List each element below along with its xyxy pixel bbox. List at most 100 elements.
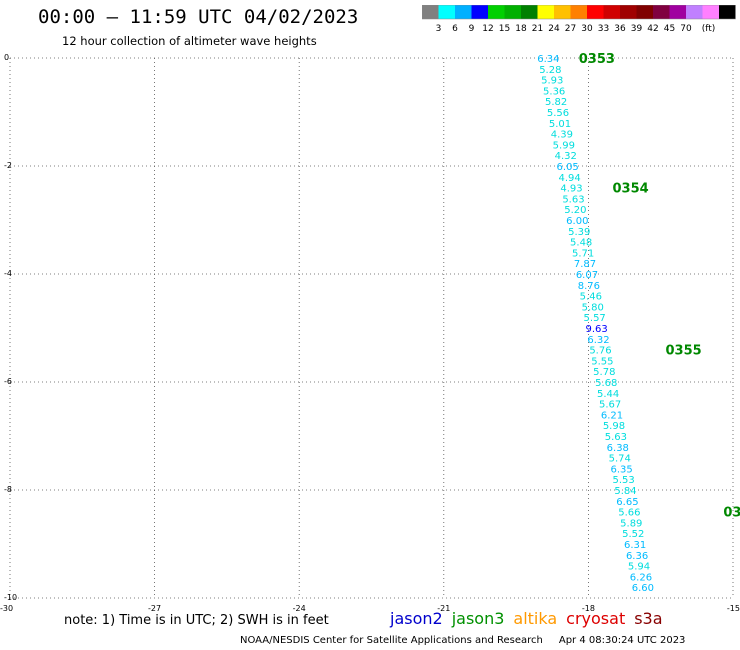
time-labels: 0353 0354 0355 035 bbox=[579, 52, 740, 521]
swh-value-label: 5.56 bbox=[547, 108, 569, 119]
colorbar-swatch bbox=[554, 5, 571, 19]
swh-value-label: 5.28 bbox=[539, 65, 561, 76]
x-tick-label: -15 bbox=[727, 604, 740, 612]
pass-time-label: 0354 bbox=[613, 182, 649, 197]
pass-time-label: 0353 bbox=[579, 52, 615, 67]
swh-value-label: 5.52 bbox=[622, 529, 644, 540]
swh-value-label: 5.68 bbox=[595, 378, 617, 389]
y-tick-label: 0 bbox=[4, 53, 9, 62]
swh-value-label: 6.07 bbox=[576, 270, 598, 281]
footer: NOAA/NESDIS Center for Satellite Applica… bbox=[240, 635, 685, 646]
colorbar-swatch bbox=[521, 5, 538, 19]
swh-value-label: 6.32 bbox=[587, 335, 609, 346]
colorbar-label: 30 bbox=[581, 24, 593, 34]
satellite-legend: jason2 jason3 altika cryosat s3a bbox=[390, 609, 672, 628]
swh-value-label: 5.66 bbox=[618, 508, 640, 519]
swh-value-label: 6.00 bbox=[566, 216, 588, 227]
colorbar-swatch bbox=[504, 5, 521, 19]
swh-value-label: 5.20 bbox=[564, 205, 586, 216]
y-tick-label: -4 bbox=[4, 269, 12, 278]
swh-value-label: 6.35 bbox=[611, 464, 633, 475]
y-tick-label: -8 bbox=[4, 485, 12, 494]
colorbar-label: 27 bbox=[565, 24, 576, 34]
x-tick-label: -30 bbox=[0, 604, 13, 612]
colorbar-label: 70 bbox=[680, 24, 692, 34]
swh-value-label: 5.48 bbox=[570, 238, 592, 249]
satellite-legend-s3a: s3a bbox=[634, 609, 663, 628]
swh-value-label: 5.89 bbox=[620, 518, 642, 529]
swh-value-label: 5.53 bbox=[612, 475, 634, 486]
swh-value-label: 6.05 bbox=[557, 162, 579, 173]
satellite-legend-cryosat: cryosat bbox=[566, 609, 626, 628]
chart-title: 00:00 – 11:59 UTC 04/02/2023 bbox=[38, 6, 359, 28]
swh-value-label: 6.36 bbox=[626, 551, 648, 562]
footnote: note: 1) Time is in UTC; 2) SWH is in fe… bbox=[64, 613, 329, 628]
colorbar-label: 21 bbox=[532, 24, 543, 34]
swh-value-label: 6.31 bbox=[624, 540, 646, 551]
y-tick-label: -10 bbox=[4, 593, 17, 602]
colorbar-label: 3 bbox=[436, 24, 442, 34]
colorbar-swatch bbox=[636, 5, 653, 19]
swh-value-label: 4.93 bbox=[560, 184, 582, 195]
colorbar-swatch bbox=[537, 5, 554, 19]
y-ticks: 0 -2 -4 -6 -8 -10 bbox=[4, 53, 17, 602]
colorbar-swatch bbox=[603, 5, 620, 19]
swh-value-label: 6.38 bbox=[607, 443, 629, 454]
swh-value-label: 5.98 bbox=[603, 421, 625, 432]
colorbar-swatch bbox=[620, 5, 637, 19]
chart-subtitle: 12 hour collection of altimeter wave hei… bbox=[62, 34, 317, 48]
colorbar-label: 45 bbox=[664, 24, 675, 34]
colorbar-unit-label: (ft) bbox=[702, 24, 716, 34]
swh-value-label: 6.21 bbox=[601, 410, 623, 421]
colorbar-label: 36 bbox=[614, 24, 626, 34]
swh-value-label: 5.99 bbox=[553, 140, 575, 151]
swh-value-label: 5.78 bbox=[593, 367, 615, 378]
swh-value-label: 5.57 bbox=[584, 313, 606, 324]
swh-value-label: 6.65 bbox=[616, 497, 638, 508]
swh-value-label: 6.60 bbox=[632, 583, 654, 594]
colorbar-swatch bbox=[422, 5, 439, 19]
colorbar-label: 39 bbox=[631, 24, 643, 34]
colorbar-swatch bbox=[471, 5, 488, 19]
x-ticks: -30 -27 -24 -21 -18 -15 bbox=[0, 604, 740, 612]
swh-value-label: 5.74 bbox=[609, 454, 631, 465]
swh-value-label: 6.34 bbox=[537, 54, 559, 65]
y-tick-label: -6 bbox=[4, 377, 12, 386]
wave-height-colorbar: 3 6 9 12 15 18 21 24 27 30 33 36 39 42 45 70 (ft) bbox=[422, 5, 736, 34]
colorbar-label: 15 bbox=[499, 24, 510, 34]
swh-value-label: 9.63 bbox=[585, 324, 607, 335]
swh-value-label: 5.39 bbox=[568, 227, 590, 238]
satellite-legend-jason2: jason2 bbox=[390, 609, 443, 628]
satellite-legend-jason3: jason3 bbox=[451, 609, 505, 628]
swh-value-label: 5.94 bbox=[628, 562, 650, 573]
colorbar-swatch bbox=[488, 5, 505, 19]
swh-value-label: 5.71 bbox=[572, 248, 594, 259]
colorbar-swatch bbox=[455, 5, 472, 19]
swh-value-label: 4.94 bbox=[558, 173, 580, 184]
colorbar-label: 42 bbox=[647, 24, 658, 34]
swh-value-label: 7.87 bbox=[574, 259, 596, 270]
swh-value-label: 8.76 bbox=[578, 281, 600, 292]
y-tick-label: -2 bbox=[4, 161, 12, 170]
swh-value-label: 5.63 bbox=[562, 194, 584, 205]
swh-value-label: 5.01 bbox=[549, 119, 571, 130]
x-tick-label: -27 bbox=[148, 604, 161, 612]
colorbar-label: 24 bbox=[548, 24, 560, 34]
pass-time-label: 0355 bbox=[666, 344, 702, 359]
swh-value-label: 4.32 bbox=[555, 151, 577, 162]
x-tick-label: -24 bbox=[293, 604, 306, 612]
swh-value-label: 5.63 bbox=[605, 432, 627, 443]
colorbar-swatch bbox=[669, 5, 686, 19]
x-tick-label: -18 bbox=[582, 604, 595, 612]
swh-value-label: 5.55 bbox=[591, 356, 613, 367]
colorbar-label: 9 bbox=[469, 24, 475, 34]
colorbar-swatch bbox=[570, 5, 587, 19]
footer-credit: NOAA/NESDIS Center for Satellite Applica… bbox=[240, 635, 543, 646]
colorbar-swatch bbox=[438, 5, 455, 19]
swh-value-label: 5.84 bbox=[614, 486, 636, 497]
x-tick-label: -21 bbox=[437, 604, 450, 612]
pass-time-label: 035 bbox=[723, 506, 740, 521]
colorbar-swatch bbox=[719, 5, 736, 19]
swh-value-label: 4.39 bbox=[551, 130, 573, 141]
colorbar-swatch bbox=[653, 5, 670, 19]
